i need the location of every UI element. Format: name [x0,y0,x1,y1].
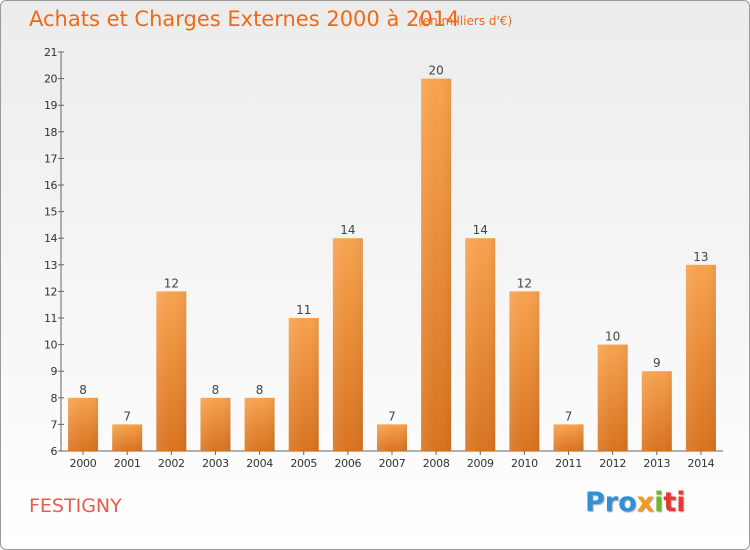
data-label: 20 [428,64,443,78]
x-tick-label: 2002 [158,457,185,470]
y-tick-label: 12 [44,285,57,298]
data-label: 8 [79,383,87,397]
y-tick-label: 11 [44,312,57,325]
chart-subtitle: (en milliers d'€) [418,14,513,28]
y-tick-label: 9 [51,365,58,378]
bar-shine [641,371,672,451]
y-tick-label: 8 [51,392,58,405]
y-tick-label: 10 [44,339,57,352]
x-tick-label: 2007 [379,457,406,470]
data-label: 9 [653,356,661,370]
y-tick-label: 15 [44,206,57,219]
bar-shine [597,344,628,451]
logo-part: Pro [585,487,637,518]
bar-shine [68,397,99,451]
y-tick-label: 6 [51,445,58,458]
bar-shine [377,424,407,451]
proxiti-logo: Proxiti [585,487,686,518]
data-label: 7 [565,409,573,423]
y-tick-label: 16 [44,179,57,192]
x-tick-label: 2010 [511,457,538,470]
data-label: 14 [340,223,355,237]
y-tick-label: 13 [44,259,57,272]
data-label: 12 [517,276,532,290]
x-tick-label: 2011 [555,457,582,470]
data-label: 13 [693,250,708,264]
logo-part: x [636,487,655,518]
data-label: 8 [256,383,264,397]
bar-shine [509,291,540,451]
bar-shine [200,397,231,451]
data-label: 11 [296,303,311,317]
logo-part: i [654,487,664,518]
chart-title: Achats et Charges Externes 2000 à 2014 [29,7,460,31]
bar-shine [156,291,187,451]
data-label: 7 [388,409,396,423]
x-tick-label: 2001 [114,457,141,470]
x-tick-label: 2013 [643,457,670,470]
bar-shine [288,318,319,451]
bar-shine [421,78,452,451]
x-tick-label: 2005 [290,457,317,470]
x-tick-label: 2014 [688,457,715,470]
data-label: 10 [605,330,620,344]
data-label: 12 [164,276,179,290]
bar-shine [332,238,363,451]
bar-shine [553,424,584,451]
bar-shine [465,238,496,451]
y-tick-label: 20 [44,73,57,86]
data-label: 14 [473,223,488,237]
x-tick-label: 2009 [467,457,494,470]
y-tick-label: 18 [44,126,57,139]
y-tick-label: 19 [44,99,57,112]
y-tick-label: 21 [44,46,57,59]
x-tick-label: 2012 [599,457,626,470]
x-tick-label: 2004 [246,457,273,470]
x-tick-label: 2006 [334,457,361,470]
x-tick-label: 2008 [423,457,450,470]
y-tick-label: 14 [44,232,57,245]
x-tick-label: 2000 [70,457,97,470]
data-label: 8 [212,383,220,397]
bar-shine [244,397,275,451]
logo-part: ti [663,487,686,518]
y-tick-label: 7 [51,418,58,431]
y-tick-label: 17 [44,152,57,165]
town-name: FESTIGNY [29,495,122,517]
data-label: 7 [123,409,131,423]
bar-shine [685,264,716,451]
bar-shine [112,424,143,451]
x-tick-label: 2003 [202,457,229,470]
